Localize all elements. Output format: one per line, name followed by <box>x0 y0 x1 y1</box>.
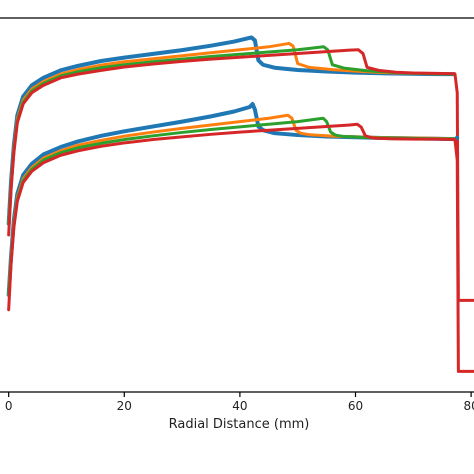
plot-area: 0 20 40 60 80 <box>0 17 474 413</box>
series-line-lower-4 <box>7 122 474 373</box>
series-layer <box>6 35 474 373</box>
series-line-upper-4 <box>7 48 474 302</box>
x-tick-label: 80 <box>463 399 474 413</box>
x-tick-label: 60 <box>348 399 363 413</box>
x-tick-label: 40 <box>232 399 247 413</box>
x-tick-label: 20 <box>117 399 132 413</box>
x-axis-label: Radial Distance (mm) <box>169 417 310 432</box>
x-axis-ticks: 0 20 40 60 80 <box>5 392 474 413</box>
x-tick-label: 0 <box>5 399 13 413</box>
series-line-upper-1 <box>6 35 456 226</box>
